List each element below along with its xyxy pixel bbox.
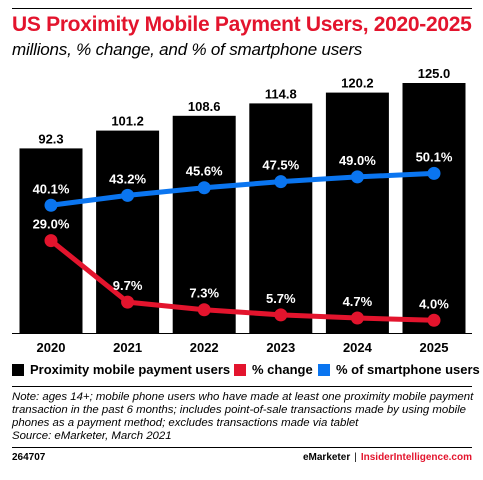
chart-note: Note: ages 14+; mobile phone users who h… — [12, 391, 474, 443]
x-tick-label: 2025 — [420, 340, 449, 355]
legend-item-users: Proximity mobile payment users — [12, 362, 230, 377]
legend-swatch-change — [234, 363, 246, 376]
bar-value-label: 92.3 — [38, 131, 63, 146]
bar — [172, 115, 236, 333]
legend-label-users: Proximity mobile payment users — [30, 362, 231, 377]
change-point — [44, 234, 58, 248]
legend-swatch-smartphone — [318, 363, 330, 376]
chart-title: US Proximity Mobile Payment Users, 2020-… — [12, 13, 472, 36]
smartphone-share-point — [197, 181, 211, 195]
change-label: 4.0% — [419, 296, 449, 311]
x-tick-label: 2020 — [37, 340, 66, 355]
bar — [249, 103, 313, 334]
bar-value-label: 114.8 — [265, 86, 297, 101]
legend-item-smartphone: % of smartphone users — [318, 362, 480, 377]
legend: Proximity mobile payment users % change … — [12, 362, 480, 380]
brand-emarketer: eMarketer — [302, 452, 351, 463]
legend-label-smartphone: % of smartphone users — [336, 362, 480, 377]
change-label: 9.7% — [113, 278, 143, 293]
x-tick-label: 2022 — [190, 340, 219, 355]
chart-subtitle: millions, % change, and % of smartphone … — [12, 40, 363, 59]
change-point — [197, 303, 211, 317]
chart-id: 264707 — [12, 452, 46, 463]
bar-value-label: 101.2 — [111, 114, 144, 129]
change-line — [48, 238, 437, 323]
change-label: 5.7% — [266, 291, 296, 306]
change-label: 29.0% — [33, 217, 70, 232]
bottom-rule — [12, 447, 472, 448]
brand-separator: | — [354, 452, 357, 463]
brand-insider-intelligence-link[interactable]: InsiderIntelligence.com — [360, 452, 472, 463]
smartphone-share-point — [427, 166, 441, 180]
smartphone-share-point — [44, 198, 58, 212]
mid-rule — [12, 386, 472, 387]
note-line: Note: ages 14+; mobile phone users who h… — [12, 391, 474, 403]
change-point — [427, 313, 441, 327]
bar-value-label: 120.2 — [341, 76, 374, 91]
chart-plot: 92.3 101.2 108.6 114.8 120.2 125.0 2020 2021 202… — [12, 66, 472, 355]
change-point — [274, 308, 288, 322]
change-label: 7.3% — [189, 286, 219, 301]
legend-item-change: % change — [234, 362, 313, 377]
smartphone-share-point — [121, 188, 135, 202]
smartphone-share-label: 49.0% — [339, 153, 376, 168]
smartphone-share-line — [48, 170, 437, 208]
note-line: phones as a payment method; excludes tra… — [12, 417, 359, 429]
change-point — [350, 311, 364, 325]
legend-label-change: % change — [252, 362, 313, 377]
smartphone-share-label: 40.1% — [33, 181, 70, 196]
x-tick-label: 2024 — [343, 340, 373, 355]
x-tick-label: 2023 — [266, 340, 295, 355]
bar — [325, 92, 389, 333]
bar — [402, 83, 466, 333]
legend-swatch-users — [12, 363, 24, 376]
smartphone-share-label: 47.5% — [262, 158, 299, 173]
smartphone-share-point — [274, 175, 288, 189]
change-label: 4.7% — [343, 294, 373, 309]
smartphone-share-label: 43.2% — [109, 171, 146, 186]
source-line: Source: eMarketer, March 2021 — [12, 430, 172, 442]
x-tick-label: 2021 — [113, 340, 142, 355]
bar-value-label: 125.0 — [418, 66, 451, 81]
smartphone-share-point — [350, 170, 364, 184]
note-line: transaction in the past 6 months; includ… — [12, 404, 466, 416]
bar-value-label: 108.6 — [188, 99, 221, 114]
top-rule — [12, 8, 472, 9]
change-point — [121, 295, 135, 309]
smartphone-share-label: 45.6% — [186, 164, 223, 179]
smartphone-share-label: 50.1% — [416, 149, 453, 164]
footer-brand: eMarketer | InsiderIntelligence.com — [303, 452, 472, 463]
